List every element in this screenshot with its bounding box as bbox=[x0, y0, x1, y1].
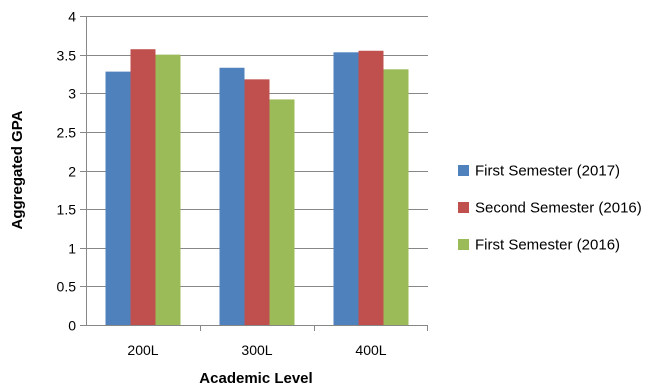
y-tick-label: 4 bbox=[68, 9, 76, 25]
legend-swatch bbox=[458, 202, 469, 213]
x-tick-label: 200L bbox=[127, 342, 158, 358]
bar bbox=[105, 71, 131, 326]
bar bbox=[244, 79, 270, 325]
legend: First Semester (2017) Second Semester (20… bbox=[458, 163, 642, 254]
x-tick-label: 300L bbox=[241, 342, 272, 358]
bar bbox=[383, 69, 409, 326]
y-tick-label: 2 bbox=[68, 164, 76, 180]
legend-label: First Semester (2017) bbox=[475, 163, 620, 180]
y-tick-label: 0.5 bbox=[57, 279, 77, 295]
y-tick-label: 1 bbox=[68, 241, 76, 257]
y-tick-labels: 0 0.5 1 1.5 2 2.5 3 3.5 4 bbox=[57, 9, 77, 334]
y-tick-label: 0 bbox=[68, 318, 76, 334]
legend-swatch bbox=[458, 239, 469, 250]
y-tick-label: 3 bbox=[68, 86, 76, 102]
x-tick-label: 400L bbox=[355, 342, 386, 358]
x-axis-title: Academic Level bbox=[199, 370, 312, 387]
bar bbox=[219, 67, 245, 325]
bars bbox=[105, 49, 409, 326]
bar bbox=[155, 54, 181, 325]
y-tick-label: 3.5 bbox=[57, 48, 77, 64]
bar bbox=[333, 52, 359, 326]
bar bbox=[358, 50, 384, 325]
y-axis-title: Aggregated GPA bbox=[9, 110, 26, 229]
x-tick-labels: 200L 300L 400L bbox=[127, 342, 386, 358]
axes bbox=[80, 16, 428, 331]
y-tick-label: 2.5 bbox=[57, 125, 77, 141]
legend-swatch bbox=[458, 165, 469, 176]
bar bbox=[269, 99, 295, 326]
bar bbox=[130, 49, 156, 325]
legend-label: Second Semester (2016) bbox=[475, 200, 642, 217]
legend-label: First Semester (2016) bbox=[475, 237, 620, 254]
y-tick-label: 1.5 bbox=[57, 202, 77, 218]
